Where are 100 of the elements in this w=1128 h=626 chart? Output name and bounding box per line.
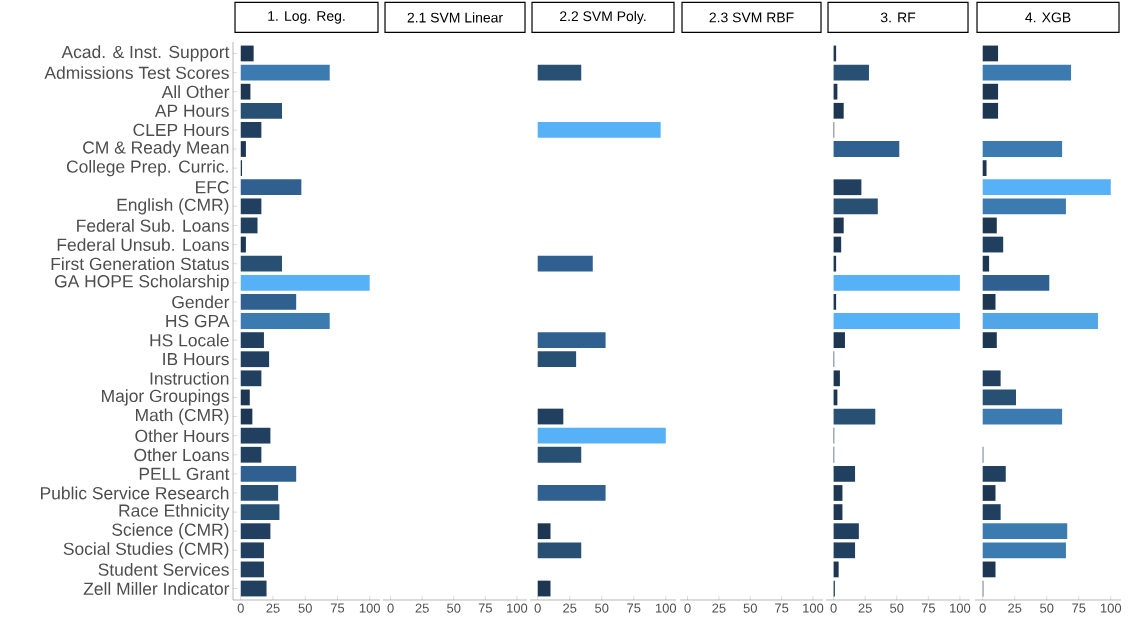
bar [982,313,1098,329]
x-tick-label: 25 [712,603,726,613]
x-tick-label: 75 [775,603,789,613]
bar [240,83,251,100]
y-tick-label: Admissions Test Scores [44,66,229,79]
y-tick-label: Instruction [150,371,229,385]
x-tick-label: 0 [979,603,986,613]
y-tick-label: Other Hours [135,429,229,443]
bar [982,485,996,501]
bar [537,351,577,368]
x-tick-label: 25 [266,603,280,613]
bar [240,504,280,520]
bar [240,427,271,444]
bar [982,370,1001,387]
bar [537,542,582,559]
bar [982,561,996,578]
bar [982,45,999,62]
bar [982,408,1063,425]
bar [982,102,999,119]
bar [240,274,370,291]
bar [833,542,856,559]
bar [833,408,876,425]
x-tick-label: 25 [1008,603,1022,613]
x-tick-label: 25 [415,603,429,613]
bar [982,236,1004,253]
bar [240,198,262,215]
bar [982,217,997,234]
bar [240,45,254,62]
bar [240,179,302,196]
bar [982,64,1072,81]
bar [982,274,1050,291]
bar [982,542,1066,559]
x-tick-label: 75 [627,603,641,613]
bar [240,389,250,406]
bar [833,465,856,482]
x-tick-label: 0 [534,603,541,613]
bar [982,83,999,100]
y-tick-label: College Prep. Curric. [66,159,228,177]
x-tick-label: 50 [743,603,757,613]
chart-title: 3. RF [880,12,916,23]
bar [833,313,960,329]
bar [833,217,844,234]
bar [833,274,960,291]
bar [240,351,270,368]
bar [240,102,283,119]
bar [537,255,593,272]
y-tick-label: HS GPA [166,314,230,328]
bar [833,102,844,119]
bar [833,485,843,501]
y-tick-label: Student Services [98,563,229,576]
bar [240,580,267,597]
bar [240,236,246,253]
bar [240,485,279,501]
bar [537,523,551,540]
bar [982,141,1063,157]
x-tick-label: 25 [858,603,872,613]
x-tick-label: 50 [447,603,461,613]
y-tick-label: Race Ethnicity [119,503,230,521]
bar [240,332,264,348]
bar [537,332,606,348]
chart-title: 2.3 SVM RBF [709,12,794,23]
x-tick-label: 50 [595,603,609,613]
bar [537,485,606,501]
y-tick-label: IB Hours [163,353,229,366]
y-tick-label: Major Groupings [102,389,229,406]
y-tick-label: English (CMR) [117,198,229,215]
bar [240,255,283,272]
bar [982,179,1111,196]
x-tick-label: 50 [298,603,312,613]
bar [240,465,297,482]
y-tick-label: Math (CMR) [136,408,229,425]
y-tick-label: First Generation Status [51,257,229,271]
x-tick-label: 100 [655,603,677,613]
x-tick-label: 75 [330,603,345,613]
chart-title: 1. Log. Reg. [268,11,345,24]
bar [833,64,869,81]
bar [982,198,1066,215]
bar [982,389,1016,406]
x-tick-label: 0 [830,603,837,613]
bar [833,141,900,157]
y-tick-label: AP Hours [154,104,229,117]
y-tick-label: HS Locale [150,333,229,347]
bar [537,580,551,597]
bar [982,523,1068,540]
bar [537,64,582,81]
x-tick-label: 100 [507,603,528,613]
bar [240,217,258,234]
y-tick-label: Zell Miller Indicator [83,582,230,595]
bar [833,504,843,520]
x-tick-label: 50 [890,603,904,613]
bar [240,122,262,138]
bar [982,504,1001,520]
bar [240,523,271,540]
x-tick-label: 100 [1100,603,1122,613]
bar [537,446,582,463]
x-tick-label: 0 [684,603,691,613]
bar [240,313,330,329]
bar [240,141,246,157]
chart-title: 2.2 SVM Poly. [560,10,646,24]
y-tick-label: GA HOPE Scholarship [54,274,229,291]
